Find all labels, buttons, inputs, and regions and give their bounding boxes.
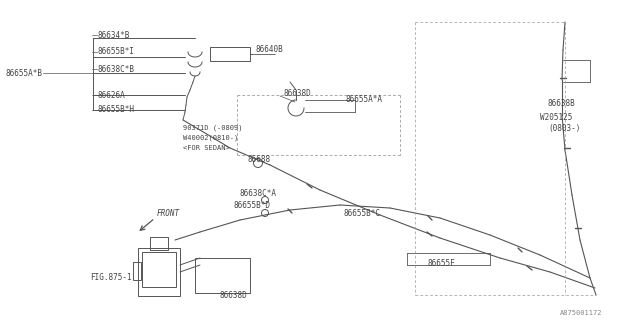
Text: 86655B*H: 86655B*H (97, 106, 134, 115)
Text: W40002(0810-): W40002(0810-) (183, 135, 238, 141)
Text: 86655A*B: 86655A*B (5, 68, 42, 77)
Text: 86638D: 86638D (283, 89, 311, 98)
Text: 86638C*A: 86638C*A (240, 188, 277, 197)
Text: 86638D: 86638D (220, 292, 248, 300)
Text: 86638C*B: 86638C*B (97, 65, 134, 74)
Text: 86640B: 86640B (255, 44, 283, 53)
Text: (0803-): (0803-) (548, 124, 580, 132)
Text: 86634*B: 86634*B (97, 30, 129, 39)
Bar (150, 237, 168, 250)
Bar (195, 258, 250, 293)
Bar (138, 248, 180, 296)
Bar (210, 47, 250, 61)
Text: <FOR SEDAN>: <FOR SEDAN> (183, 145, 230, 151)
Bar (142, 252, 176, 287)
Text: FRONT: FRONT (157, 210, 180, 219)
Text: 86655B*I: 86655B*I (97, 47, 134, 57)
Bar (133, 262, 141, 280)
Text: 86638B: 86638B (548, 99, 576, 108)
Text: A875001172: A875001172 (560, 310, 602, 316)
Text: 86626A: 86626A (97, 91, 125, 100)
Text: 86655B*D: 86655B*D (233, 201, 270, 210)
Text: 86655A*A: 86655A*A (345, 95, 382, 105)
Text: 86655B*C: 86655B*C (343, 209, 380, 218)
Text: 86688: 86688 (248, 156, 271, 164)
Text: FIG.875-1: FIG.875-1 (90, 274, 132, 283)
Text: 86655F: 86655F (428, 259, 456, 268)
Text: 90371D (-0809): 90371D (-0809) (183, 125, 243, 131)
Text: W205125: W205125 (540, 114, 572, 123)
